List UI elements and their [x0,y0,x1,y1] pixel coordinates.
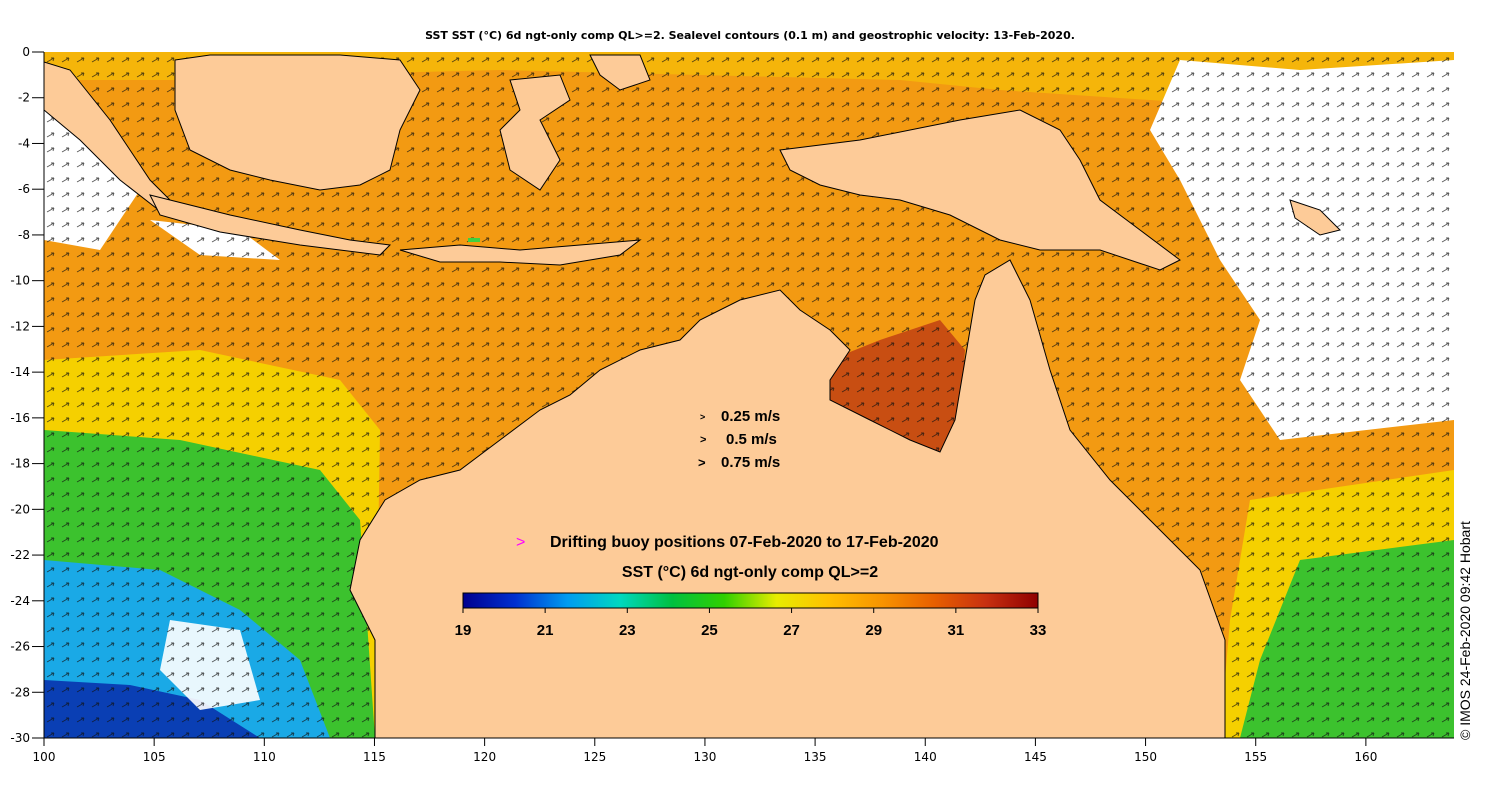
x-tick-label: 150 [1134,750,1157,764]
colorbar-ticks: 19 21 23 25 27 29 31 33 [455,608,1047,639]
buoy-symbol: > [516,534,525,551]
map-title: SST SST (°C) 6d ngt-only comp QL>=2. Sea… [425,29,1075,42]
colorbar-tick-label: 29 [865,622,882,639]
colorbar-tick-label: 25 [701,622,718,639]
x-tick-label: 160 [1354,750,1377,764]
new-guinea [779,109,1181,271]
velocity-label-3: 0.75 m/s [721,454,780,471]
velocity-symbol-2: > [700,434,706,446]
colorbar-tick-label: 27 [783,622,800,639]
y-tick-label: -22 [10,548,30,562]
velocity-label-1: 0.25 m/s [721,408,780,425]
y-tick-label: -30 [10,731,30,745]
plot-area [44,52,1454,738]
x-ticks: 100 105 110 115 120 125 130 135 140 145 150 155 160 [33,738,1377,764]
x-tick-label: 145 [1024,750,1047,764]
borneo [174,54,421,191]
credit-text: © IMOS 24-Feb-2020 09:42 Hobart [1457,521,1473,740]
y-tick-label: -6 [18,182,30,196]
colorbar-tick-label: 23 [619,622,636,639]
x-tick-label: 135 [804,750,827,764]
y-ticks: 0 -2 -4 -6 -8 -10 -12 -14 -16 -18 -20 -22 -24 -26 -28 -… [10,45,44,745]
y-tick-label: -28 [10,685,30,699]
x-tick-label: 105 [143,750,166,764]
velocity-symbol-3: > [698,455,706,470]
x-tick-label: 120 [473,750,496,764]
y-tick-label: -12 [10,319,30,333]
land [44,54,1341,738]
velocity-symbol-1: > [700,412,705,422]
y-tick-label: -20 [10,502,30,516]
y-tick-label: -26 [10,640,30,654]
y-tick-label: -2 [18,91,30,105]
x-tick-label: 115 [363,750,386,764]
velocity-label-2: 0.5 m/s [726,431,777,448]
x-tick-label: 155 [1244,750,1267,764]
y-tick-label: -10 [10,274,30,288]
x-tick-label: 140 [914,750,937,764]
y-tick-label: -4 [18,136,30,150]
y-tick-label: -14 [10,365,30,379]
colorbar-tick-label: 19 [455,622,472,639]
x-tick-label: 130 [693,750,716,764]
islands-north [589,54,651,91]
colorbar-tick-label: 21 [537,622,554,639]
x-tick-label: 100 [33,750,56,764]
buoy-marker [468,238,480,242]
buoy-legend: > Drifting buoy positions 07-Feb-2020 to… [516,534,939,551]
colorbar-tick-label: 33 [1030,622,1047,639]
solomon-islands [1289,199,1341,236]
java [149,194,392,256]
x-tick-label: 125 [583,750,606,764]
lesser-sunda [399,239,642,266]
velocity-legend: > 0.25 m/s > 0.5 m/s > 0.75 m/s [698,408,780,471]
colorbar: SST (°C) 6d ngt-only comp QL>=2 19 21 23 25… [455,564,1047,639]
y-tick-label: -16 [10,411,30,425]
y-tick-label: 0 [22,45,30,59]
x-tick-label: 110 [253,750,276,764]
y-tick-label: -18 [10,457,30,471]
colorbar-gradient [462,592,1039,609]
y-tick-label: -24 [10,594,30,608]
y-tick-label: -8 [18,228,30,242]
sulawesi [499,74,571,191]
australia [349,259,1226,738]
colorbar-tick-label: 31 [948,622,965,639]
buoy-legend-label: Drifting buoy positions 07-Feb-2020 to 1… [550,534,939,551]
colorbar-title: SST (°C) 6d ngt-only comp QL>=2 [622,564,878,581]
